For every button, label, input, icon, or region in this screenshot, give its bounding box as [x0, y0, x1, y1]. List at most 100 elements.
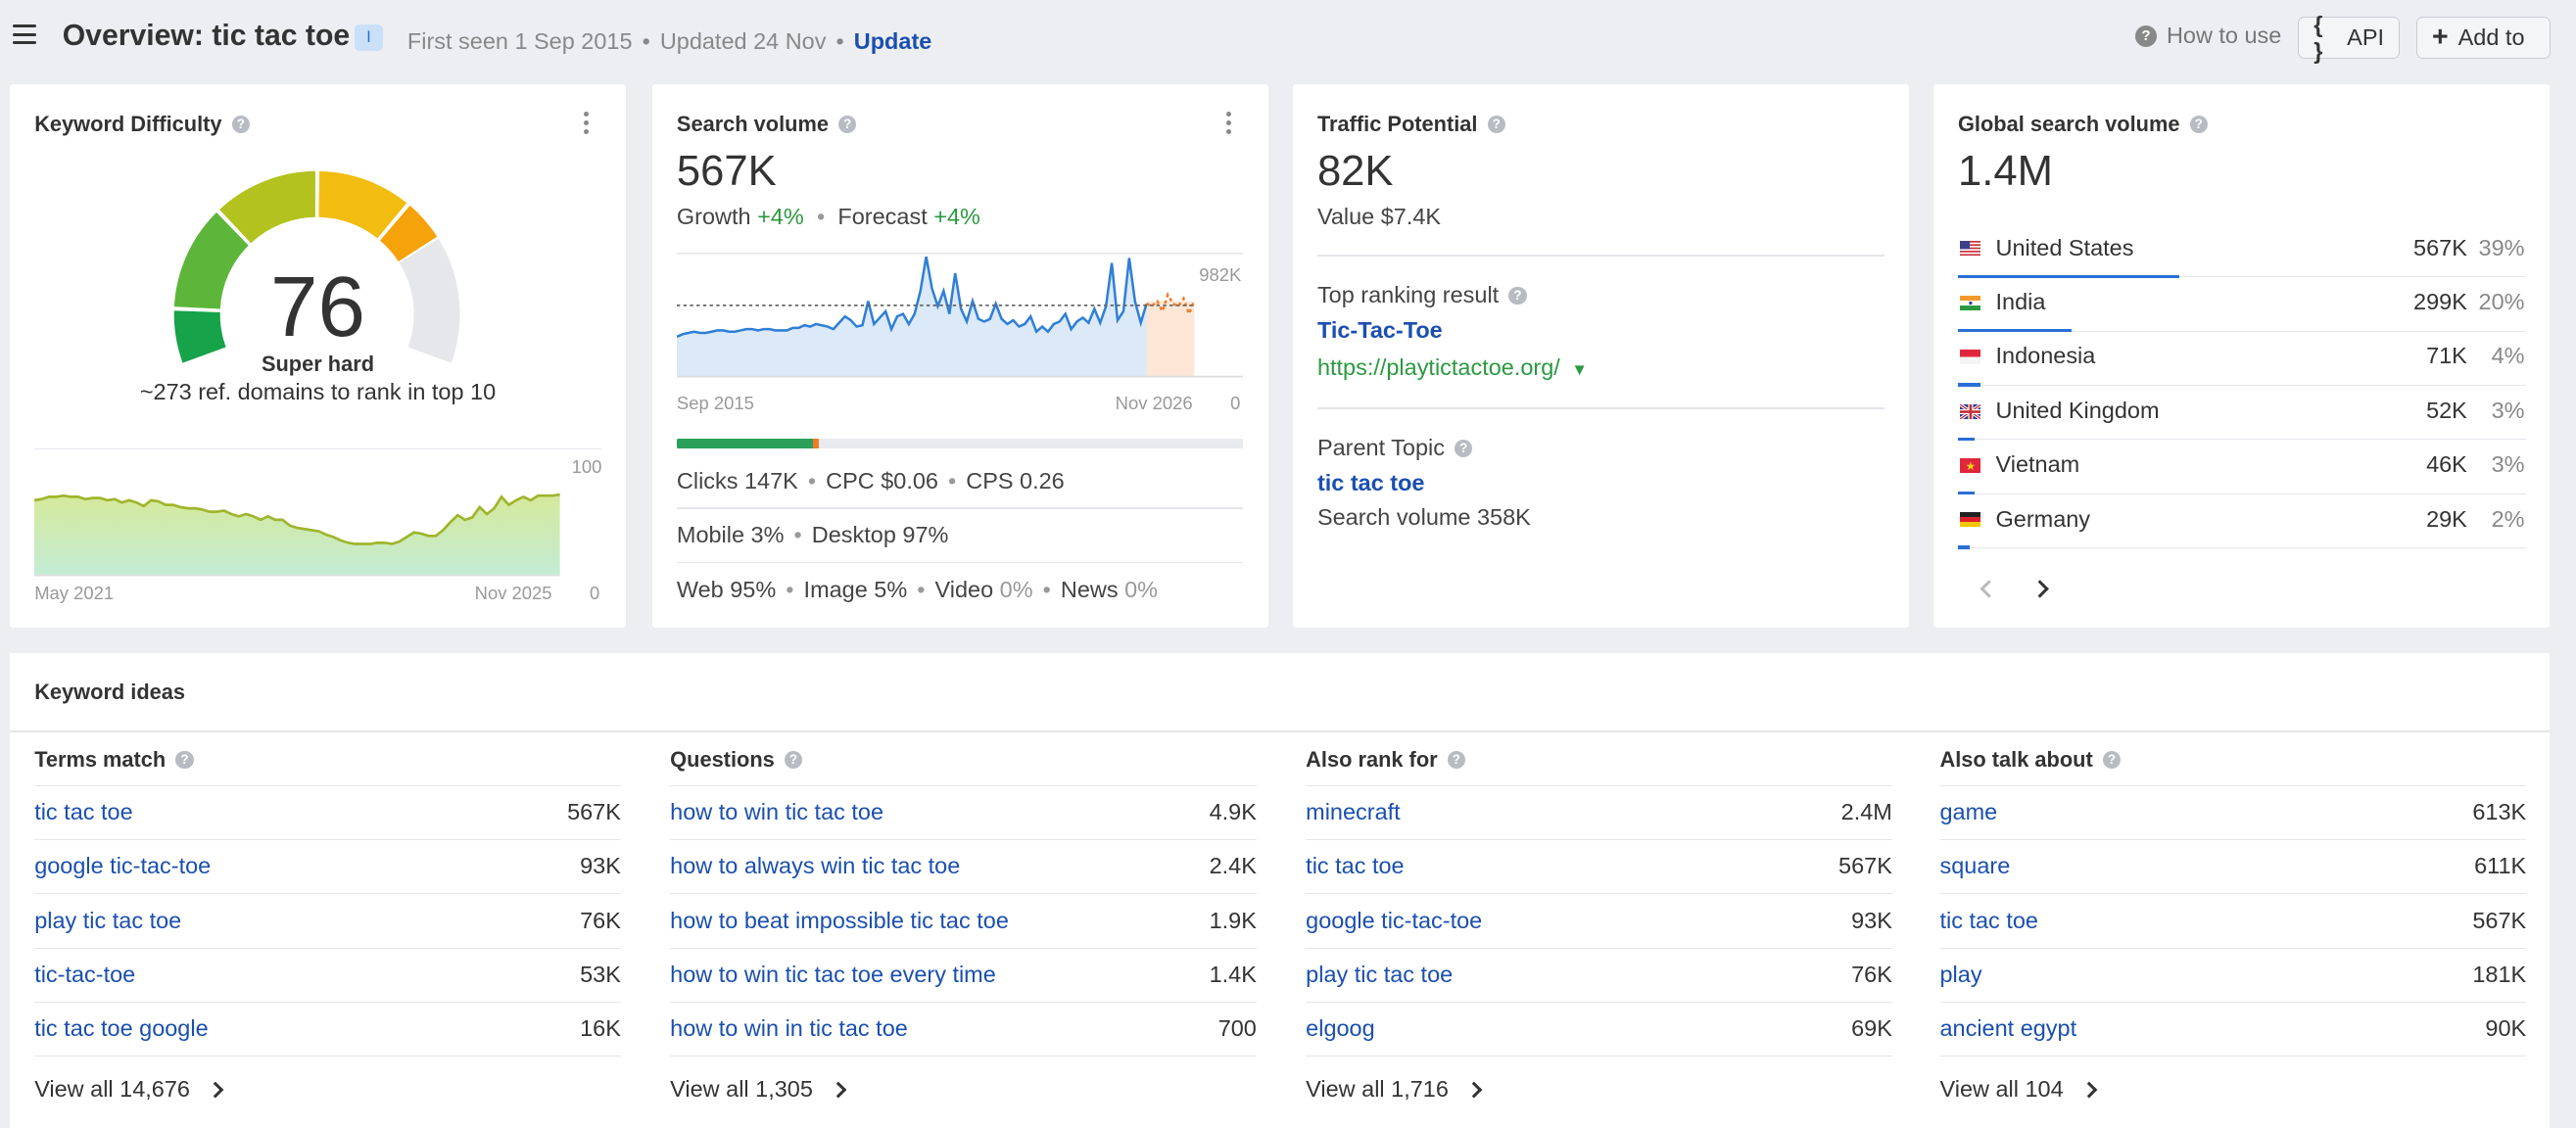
country-row-india[interactable]: India 299K 20% — [1957, 277, 2527, 333]
intent-badge[interactable]: I — [355, 24, 383, 51]
keyword-row[interactable]: tic tac toe google 16K — [34, 1001, 621, 1056]
country-row-us[interactable]: United States 567K 39% — [1957, 223, 2527, 279]
keyword-link[interactable]: play tic tac toe — [34, 907, 182, 933]
sv-forecast-line — [1145, 292, 1196, 318]
keyword-link[interactable]: how to win tic tac toe every time — [670, 962, 996, 987]
kd-gauge — [172, 168, 460, 363]
keyword-link[interactable]: game — [1939, 798, 1998, 824]
keyword-link[interactable]: google tic-tac-toe — [1306, 907, 1483, 933]
divider — [10, 730, 2550, 732]
how-to-use-link[interactable]: ? How to use — [2135, 23, 2281, 49]
keyword-row[interactable]: play 181K — [1939, 947, 2527, 1002]
keyword-link[interactable]: ancient egypt — [1939, 1015, 2077, 1042]
parent-topic-link[interactable]: tic tac toe — [1316, 469, 1425, 495]
keyword-row[interactable]: minecraft 2.4M — [1306, 784, 1892, 839]
help-icon[interactable]: ? — [2189, 115, 2208, 134]
sv-trend-chart — [676, 253, 1244, 378]
gauge-segment — [379, 205, 438, 262]
keyword-row[interactable]: elgoog 69K — [1306, 1001, 1892, 1056]
help-icon[interactable]: ? — [231, 115, 251, 134]
help-icon[interactable]: ? — [838, 115, 857, 134]
keyword-link[interactable]: tic-tac-toe — [34, 962, 136, 987]
how-to-use-label: How to use — [2166, 23, 2282, 49]
view-all-link[interactable]: View all 104 — [1939, 1056, 2527, 1121]
menu-icon[interactable] — [13, 24, 36, 45]
keyword-row[interactable]: ancient egypt 90K — [1939, 1001, 2527, 1056]
view-all-label: View all 1,305 — [670, 1076, 813, 1103]
keyword-volume: 76K — [1851, 962, 1892, 987]
keyword-link[interactable]: tic tac toe google — [34, 1015, 209, 1042]
keyword-link[interactable]: tic tac toe — [34, 798, 133, 824]
more-options-icon[interactable] — [1225, 112, 1232, 135]
keyword-row[interactable]: tic-tac-toe 53K — [34, 947, 621, 1002]
keyword-row[interactable]: google tic-tac-toe 93K — [1306, 893, 1892, 947]
country-row-vietnam[interactable]: Vietnam 46K 3% — [1957, 440, 2527, 495]
mobile-share: Mobile 3% — [676, 522, 785, 548]
keyword-row[interactable]: game 613K — [1939, 784, 2527, 839]
keyword-row[interactable]: tic tac toe 567K — [34, 784, 621, 839]
keyword-link[interactable]: how to win tic tac toe — [670, 798, 884, 824]
keyword-row[interactable]: tic tac toe 567K — [1939, 893, 2527, 947]
keyword-volume: 2.4K — [1209, 853, 1257, 879]
gauge-segment — [173, 308, 226, 363]
keyword-link[interactable]: how to win in tic tac toe — [670, 1015, 908, 1042]
keyword-row[interactable]: tic tac toe 567K — [1306, 838, 1892, 893]
keyword-link[interactable]: tic tac toe — [1306, 853, 1405, 879]
traffic-potential-card: Traffic Potential ? 82K Value $7.4K Top … — [1292, 83, 1909, 628]
help-icon[interactable]: ? — [175, 750, 194, 770]
country-row-uk[interactable]: United Kingdom 52K 3% — [1957, 386, 2527, 442]
keyword-ideas-title: Keyword ideas — [34, 680, 186, 705]
keyword-row[interactable]: how to beat impossible tic tac toe 1.9K — [670, 893, 1257, 947]
desktop-share: Desktop 97% — [811, 522, 949, 548]
keyword-link[interactable]: google tic-tac-toe — [34, 853, 212, 879]
web-share: Web 95% — [676, 576, 777, 602]
prev-page-icon[interactable] — [1980, 580, 1999, 599]
country-row-indonesia[interactable]: Indonesia 71K 4% — [1957, 332, 2527, 387]
help-icon[interactable]: ? — [784, 750, 803, 770]
keyword-link[interactable]: elgoog — [1306, 1015, 1375, 1042]
top-ranking-title[interactable]: Tic-Tac-Toe — [1316, 316, 1443, 343]
top-ranking-url[interactable]: https://playtictactoe.org/ ▼ — [1317, 354, 1588, 381]
keyword-link[interactable]: how to always win tic tac toe — [670, 853, 961, 879]
keyword-row[interactable]: play tic tac toe 76K — [34, 893, 621, 947]
help-icon[interactable]: ? — [1487, 115, 1505, 134]
keyword-link[interactable]: how to beat impossible tic tac toe — [670, 907, 1009, 933]
api-button[interactable]: { } API — [2298, 12, 2401, 64]
keyword-row[interactable]: square 611K — [1939, 838, 2527, 893]
help-icon[interactable]: ? — [1455, 439, 1473, 458]
country-share-bar — [1957, 274, 2180, 279]
keyword-link[interactable]: square — [1939, 853, 2011, 879]
keyword-link[interactable]: play — [1939, 962, 1982, 987]
keyword-link[interactable]: tic tac toe — [1939, 907, 2038, 933]
gauge-segment — [219, 170, 318, 244]
keyword-row[interactable]: how to win tic tac toe every time 1.4K — [670, 947, 1257, 1002]
help-icon[interactable]: ? — [2102, 750, 2122, 770]
sv-y-min: 0 — [1230, 392, 1241, 413]
more-options-icon[interactable] — [583, 112, 590, 135]
add-to-button[interactable]: + Add to — [2415, 16, 2552, 60]
view-all-link[interactable]: View all 1,305 — [670, 1056, 1257, 1121]
view-all-link[interactable]: View all 14,676 — [34, 1056, 621, 1121]
column-title-text: Also rank for — [1306, 747, 1438, 772]
us-flag-icon — [1959, 241, 1981, 257]
update-link[interactable]: Update — [853, 27, 932, 54]
keyword-link[interactable]: play tic tac toe — [1306, 962, 1454, 987]
view-all-link[interactable]: View all 1,716 — [1306, 1056, 1892, 1121]
forecast-value: +4% — [933, 203, 980, 229]
keyword-row[interactable]: how to win in tic tac toe 700 — [670, 1001, 1257, 1056]
video-share: 0% — [999, 576, 1033, 602]
sv-x-end: Nov 2026 — [1115, 392, 1193, 413]
country-row-germany[interactable]: Germany 29K 2% — [1957, 494, 2527, 549]
next-page-icon[interactable] — [2030, 580, 2050, 599]
keyword-row[interactable]: play tic tac toe 76K — [1306, 947, 1892, 1002]
help-icon[interactable]: ? — [1508, 286, 1527, 306]
country-share-bar — [1957, 437, 1976, 442]
keyword-row[interactable]: how to always win tic tac toe 2.4K — [670, 838, 1257, 893]
chevron-right-icon — [2080, 1081, 2097, 1099]
keyword-row[interactable]: google tic-tac-toe 93K — [34, 838, 621, 893]
help-icon[interactable]: ? — [1447, 750, 1466, 770]
keyword-link[interactable]: minecraft — [1306, 798, 1401, 824]
clicks-stats: Clicks 147K • CPC $0.06 • CPS 0.26 — [676, 467, 1065, 494]
keyword-row[interactable]: how to win tic tac toe 4.9K — [670, 784, 1257, 839]
kd-title: Keyword Difficulty ? — [34, 112, 251, 137]
